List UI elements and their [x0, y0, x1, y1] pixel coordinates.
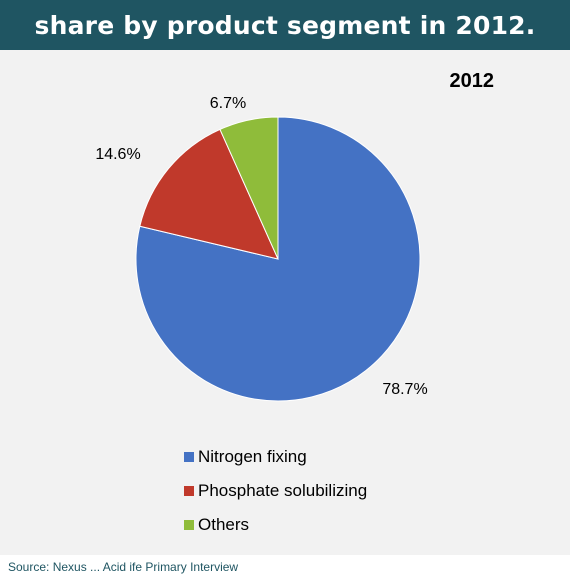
legend-item-others: Others [184, 508, 367, 542]
legend-item-nitrogen-fixing: Nitrogen fixing [184, 440, 367, 474]
chart-title: 2012 [449, 70, 495, 92]
legend-item-phosphate-solubilizing: Phosphate solubilizing [184, 474, 367, 508]
page-title: share by product segment in 2012. [34, 10, 536, 40]
legend-swatch [184, 452, 194, 462]
chart-panel: 78.7% 14.6% 6.7% 2012 Nitrogen fixing Phos… [0, 50, 570, 555]
pie-slice-phosphate-solubilizing [139, 128, 279, 260]
title-banner: share by product segment in 2012. [0, 0, 570, 50]
data-label: 14.6% [95, 146, 140, 163]
source-note: Source: Nexus ... Acid ife Primary Inter… [8, 560, 239, 574]
pie-chart: 78.7% 14.6% 6.7% [95, 95, 428, 402]
legend: Nitrogen fixing Phosphate solubilizing O… [184, 440, 367, 542]
legend-label: Others [198, 515, 250, 534]
pie-slice-others [219, 116, 279, 260]
legend-swatch [184, 486, 194, 496]
legend-swatch [184, 520, 194, 530]
legend-label: Phosphate solubilizing [198, 481, 368, 500]
data-label: 78.7% [382, 381, 427, 398]
data-label: 6.7% [210, 95, 246, 112]
legend-label: Nitrogen fixing [198, 447, 307, 466]
